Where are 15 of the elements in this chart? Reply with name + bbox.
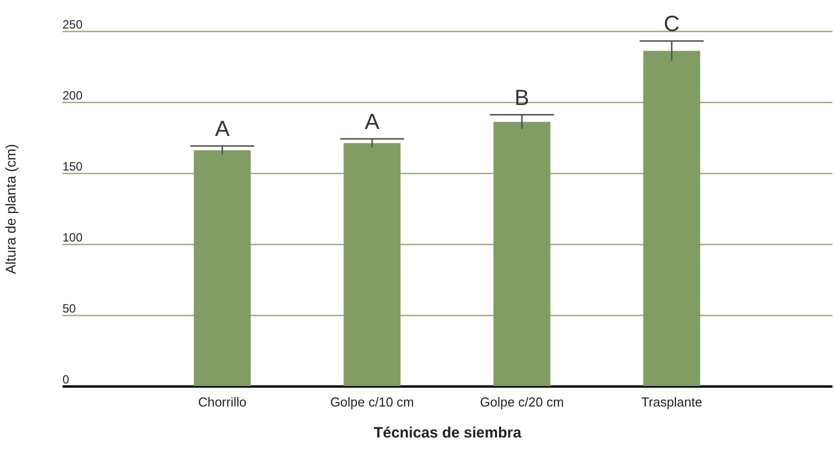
y-tick-label: 150: [62, 160, 83, 174]
x-tick-label: Trasplante: [641, 394, 702, 410]
x-tick-label: Golpe c/20 cm: [480, 394, 564, 410]
x-tick-label: Chorrillo: [198, 394, 246, 410]
x-axis-title: Técnicas de siembra: [374, 424, 522, 442]
annotation: C: [664, 10, 680, 36]
y-axis-title: Altura de planta (cm): [2, 144, 18, 274]
y-tick-label: 0: [62, 372, 70, 386]
y-tick-label: 200: [62, 88, 83, 102]
annotation: A: [214, 116, 230, 142]
annotation: A: [364, 108, 380, 134]
x-tick-label: Golpe c/10 cm: [330, 394, 414, 410]
y-tick-label: 100: [62, 230, 83, 244]
y-tick-label: 50: [62, 302, 76, 316]
y-tick-label: 250: [62, 18, 83, 32]
